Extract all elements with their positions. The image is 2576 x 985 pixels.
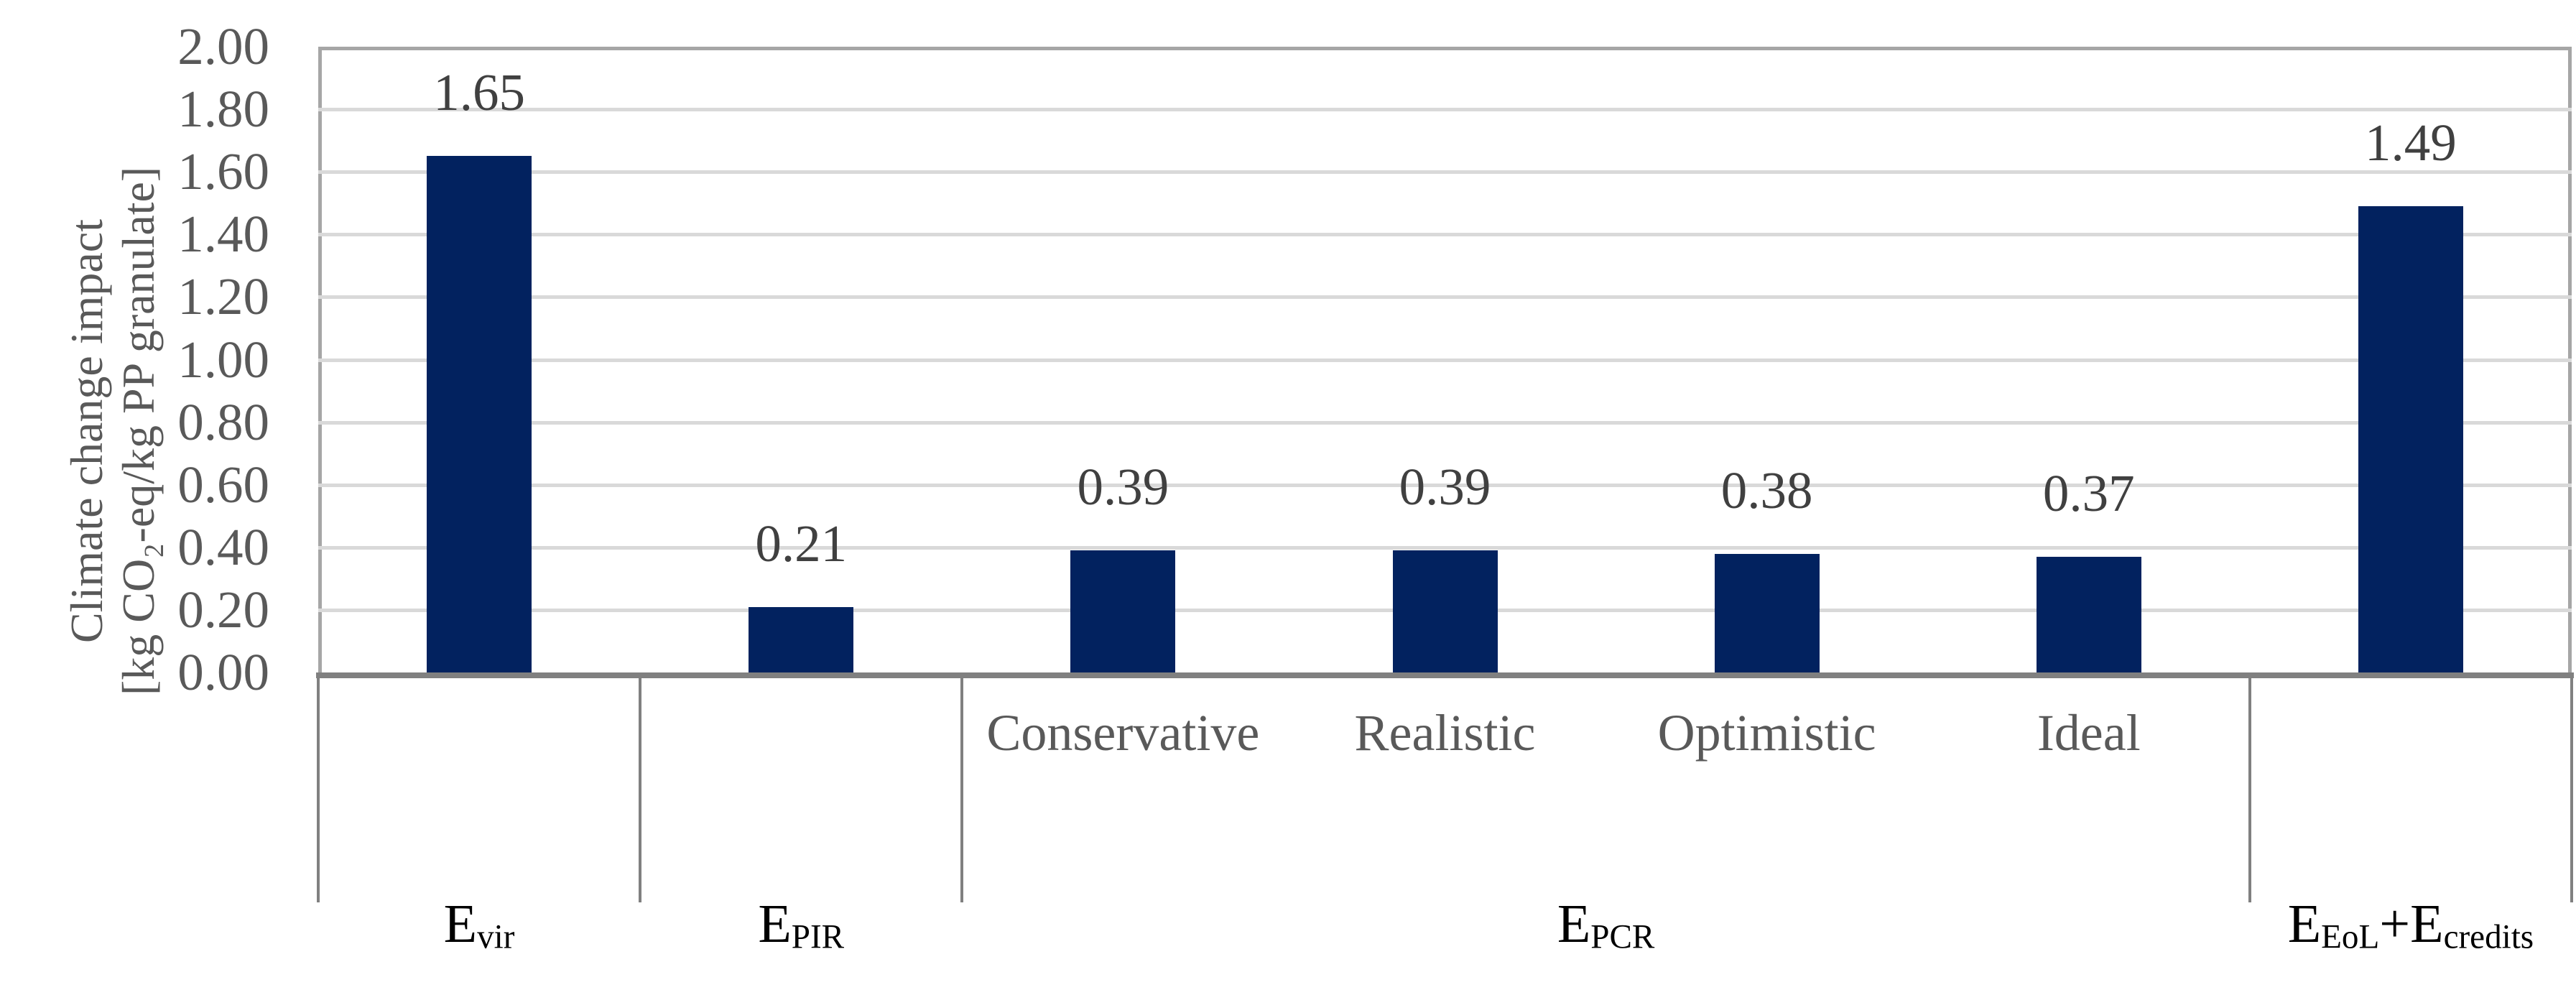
group-label-subscript: EoL	[2321, 918, 2380, 956]
gridline-0.40	[318, 545, 2572, 550]
category-label-ideal: Ideal	[2037, 704, 2141, 762]
group-label-subscript: PCR	[1590, 918, 1655, 956]
value-label: 1.49	[2365, 114, 2457, 172]
y-tick-label: 1.00	[177, 330, 269, 389]
value-label: 1.65	[433, 63, 525, 122]
bar-Ideal	[2036, 556, 2141, 672]
y-tick-label: 1.80	[177, 80, 269, 139]
group-divider	[960, 678, 964, 902]
group-label-text: E	[2410, 894, 2444, 954]
gridline-1.20	[318, 295, 2572, 300]
group-label-text: E	[1557, 894, 1591, 954]
group-label-text: E	[443, 894, 478, 954]
y-tick-label: 1.40	[177, 205, 269, 264]
gridline-0.60	[318, 483, 2572, 487]
category-label-conservative: Conservative	[986, 704, 1260, 762]
y-tick-label: 0.60	[177, 455, 269, 514]
y-tick-label: 0.80	[177, 392, 269, 451]
category-label-realistic: Realistic	[1354, 704, 1536, 762]
x-axis-line	[316, 672, 2574, 678]
bar-slot-0	[427, 156, 532, 672]
group-label-eeol+ecredits: EEoL+Ecredits	[2123, 889, 2576, 958]
gridline-1.80	[318, 108, 2572, 112]
bar-Conservative	[1070, 550, 1176, 672]
value-label: 0.37	[2042, 463, 2135, 522]
y-tick-label: 2.00	[177, 17, 269, 75]
group-label-text: E	[2287, 894, 2322, 954]
y-tick-label: 1.20	[177, 267, 269, 326]
bar-slot-1	[749, 606, 854, 672]
group-label-text: +	[2379, 894, 2411, 954]
gridline-0.80	[318, 420, 2572, 425]
group-label-text: E	[758, 894, 792, 954]
group-label-evir: Evir	[192, 889, 766, 958]
group-label-subscript: credits	[2443, 918, 2534, 956]
bar-slot-6	[2358, 206, 2463, 672]
group-divider	[2570, 678, 2573, 902]
value-label: 0.21	[755, 514, 848, 573]
y-tick-label: 0.00	[177, 643, 269, 701]
group-label-subscript: PIR	[791, 918, 845, 956]
gridline-1.40	[318, 233, 2572, 237]
group-divider	[317, 678, 320, 902]
value-label: 0.38	[1720, 461, 1813, 519]
bar-Optimistic	[1714, 553, 1820, 672]
gridline-1.60	[318, 170, 2572, 175]
y-tick-label: 0.20	[177, 580, 269, 639]
category-label-optimistic: Optimistic	[1657, 704, 1876, 762]
group-label-epcr: EPCR	[1319, 889, 1894, 958]
value-label: 0.39	[1077, 458, 1169, 517]
y-tick-label: 1.60	[177, 142, 269, 201]
group-divider	[639, 678, 642, 902]
bar-Realistic	[1392, 550, 1498, 672]
group-divider	[2248, 678, 2251, 902]
group-label-subscript: vir	[477, 918, 515, 956]
gridline-1.00	[318, 358, 2572, 362]
y-tick-label: 0.40	[177, 517, 269, 576]
value-label: 0.39	[1399, 458, 1491, 517]
group-label-epir: EPIR	[514, 889, 1088, 958]
